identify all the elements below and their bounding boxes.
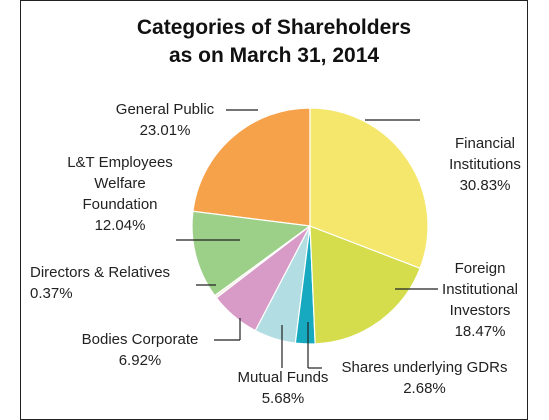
value-label: 0.37% [30,285,73,302]
value-label: 6.92% [118,352,162,369]
slice-label: Financial Institutions 30.83% [425,133,545,196]
category-label: Financial Institutions [449,135,521,173]
page: {"chart_data": {"type": "pie", "title": … [20,0,545,420]
pie-slice [192,107,311,227]
category-label: L&T Employees Welfare Foundation [67,154,173,213]
value-label: 30.83% [459,177,511,194]
value-label: 2.68% [403,380,446,397]
category-label: Directors & Relatives [30,264,171,281]
slice-label: Shares underlying GDRs 2.68% [322,357,527,399]
slice-label: General Public 23.01% [100,99,230,141]
pie-slice [309,225,421,345]
category-label: General Public [115,101,215,118]
slice-label: Mutual Funds 5.68% [213,367,353,409]
chart [176,107,438,369]
pie-slice [309,107,429,270]
category-label: Mutual Funds [237,369,329,386]
category-label: Shares underlying GDRs [341,359,508,376]
pie-slice [191,210,312,297]
value-label: 18.47% [454,323,506,340]
value-label: 23.01% [139,122,191,139]
title-line: Categories of Shareholders [136,16,412,39]
leaders [176,109,438,369]
category-label: Bodies Corporate [81,331,199,348]
slice-label: Directors & Relatives 0.37% [30,262,196,304]
category-label: Foreign Institutional Investors [442,260,518,319]
subtitle-line: as on March 31, 2014 [168,44,380,67]
slice-label: Foreign Institutional Investors 18.47% [430,258,530,342]
slice-label: Bodies Corporate 6.92% [60,329,220,371]
slice-label: L&T Employees Welfare Foundation 12.04% [60,152,180,236]
value-label: 5.68% [261,390,305,407]
value-label: 12.04% [94,217,146,234]
chart-title: Categories of Shareholders as on March 31… [20,14,528,70]
